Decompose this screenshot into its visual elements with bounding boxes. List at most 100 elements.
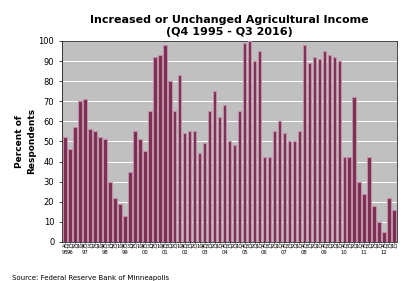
Bar: [303, 45, 306, 242]
Bar: [377, 222, 378, 242]
Bar: [382, 232, 386, 242]
Bar: [228, 141, 231, 242]
Bar: [258, 51, 261, 242]
Bar: [332, 57, 336, 242]
Bar: [368, 157, 371, 242]
Bar: [148, 111, 149, 242]
Bar: [392, 210, 396, 242]
Bar: [282, 133, 283, 242]
Bar: [308, 63, 311, 242]
Bar: [258, 51, 259, 242]
Bar: [233, 146, 236, 242]
Bar: [108, 182, 109, 242]
Bar: [88, 129, 92, 242]
Bar: [363, 194, 366, 242]
Bar: [113, 198, 114, 242]
Bar: [253, 61, 256, 242]
Bar: [332, 57, 333, 242]
Bar: [203, 143, 206, 242]
Bar: [223, 105, 226, 242]
Bar: [93, 132, 97, 242]
Bar: [203, 143, 204, 242]
Bar: [298, 132, 301, 242]
Bar: [358, 182, 361, 242]
Bar: [83, 99, 84, 242]
Bar: [153, 57, 154, 242]
Bar: [198, 153, 202, 242]
Bar: [133, 132, 134, 242]
Bar: [382, 232, 383, 242]
Bar: [342, 157, 346, 242]
Bar: [133, 132, 137, 242]
Bar: [318, 59, 321, 242]
Text: Source: Federal Reserve Bank of Minneapolis: Source: Federal Reserve Bank of Minneapo…: [12, 275, 169, 281]
Bar: [323, 51, 326, 242]
Bar: [68, 149, 72, 242]
Bar: [98, 137, 102, 242]
Bar: [73, 127, 74, 242]
Bar: [243, 43, 246, 242]
Bar: [188, 132, 192, 242]
Bar: [83, 99, 87, 242]
Bar: [218, 117, 221, 242]
Bar: [183, 133, 187, 242]
Bar: [98, 137, 99, 242]
Bar: [103, 139, 104, 242]
Bar: [278, 121, 281, 242]
Bar: [208, 111, 209, 242]
Bar: [118, 204, 121, 242]
Bar: [387, 198, 388, 242]
Bar: [347, 157, 351, 242]
Bar: [103, 139, 107, 242]
Bar: [282, 133, 286, 242]
Bar: [268, 157, 271, 242]
Title: Increased or Unchanged Agricultural Income
(Q4 1995 - Q3 2016): Increased or Unchanged Agricultural Inco…: [90, 15, 369, 37]
Bar: [387, 198, 391, 242]
Bar: [328, 55, 331, 242]
Bar: [108, 182, 112, 242]
Bar: [173, 111, 176, 242]
Bar: [128, 172, 129, 242]
Bar: [392, 210, 393, 242]
Bar: [193, 132, 197, 242]
Bar: [337, 61, 341, 242]
Bar: [373, 206, 376, 242]
Bar: [347, 157, 348, 242]
Bar: [93, 132, 94, 242]
Bar: [143, 151, 144, 242]
Bar: [63, 137, 67, 242]
Bar: [273, 132, 276, 242]
Bar: [352, 97, 356, 242]
Bar: [123, 216, 127, 242]
Bar: [198, 153, 199, 242]
Bar: [287, 141, 288, 242]
Bar: [163, 45, 166, 242]
Bar: [68, 149, 69, 242]
Bar: [73, 127, 77, 242]
Bar: [287, 141, 291, 242]
Bar: [118, 204, 119, 242]
Bar: [352, 97, 353, 242]
Bar: [313, 57, 316, 242]
Bar: [168, 81, 171, 242]
Bar: [168, 81, 169, 242]
Bar: [238, 111, 241, 242]
Bar: [63, 137, 64, 242]
Bar: [143, 151, 147, 242]
Bar: [208, 111, 211, 242]
Y-axis label: Percent of
Respondents: Percent of Respondents: [15, 108, 36, 175]
Bar: [213, 91, 216, 242]
Bar: [193, 132, 194, 242]
Bar: [88, 129, 89, 242]
Bar: [342, 157, 343, 242]
Bar: [163, 45, 164, 242]
Bar: [293, 141, 296, 242]
Bar: [248, 41, 252, 242]
Bar: [158, 55, 161, 242]
Bar: [213, 91, 214, 242]
Bar: [337, 61, 338, 242]
Bar: [153, 57, 157, 242]
Bar: [128, 172, 132, 242]
Bar: [113, 198, 116, 242]
Bar: [78, 101, 79, 242]
